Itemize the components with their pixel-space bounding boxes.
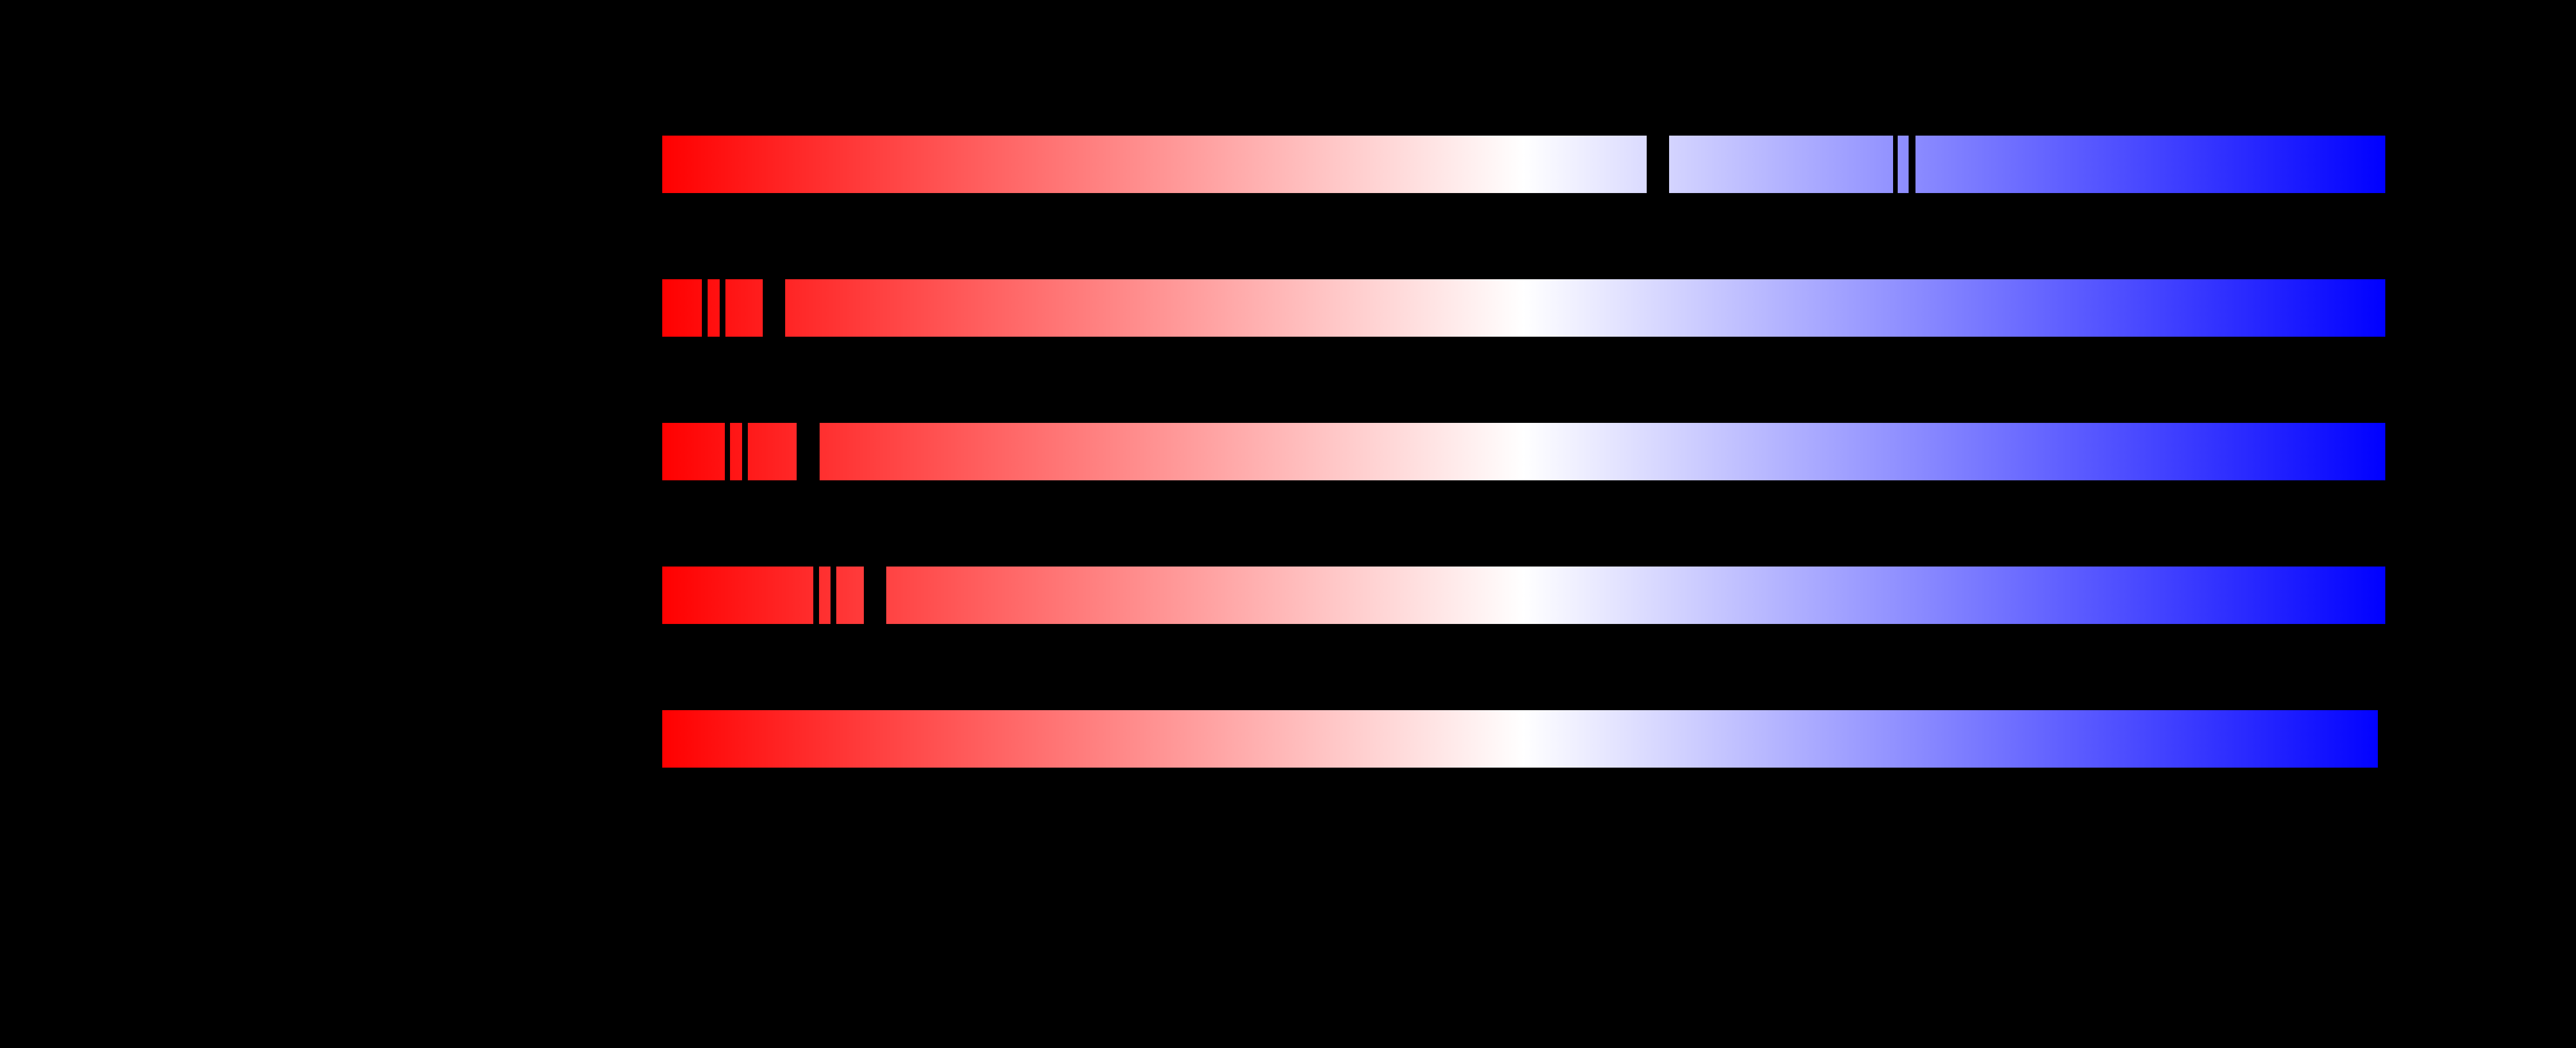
bar-gap: [720, 279, 725, 337]
gradient-bar: [662, 279, 2385, 337]
gradient-bar: [662, 422, 2385, 481]
bar-gap: [797, 422, 820, 481]
bar-gap: [1893, 135, 1898, 194]
bar-gap: [831, 566, 836, 625]
gradient-bar: [662, 710, 2378, 768]
bar-gap: [725, 422, 730, 481]
bar-gap: [763, 279, 785, 337]
bar-gap: [1909, 135, 1915, 194]
bar-gap: [1647, 135, 1669, 194]
bar-gap: [702, 279, 708, 337]
gradient-bar: [662, 566, 2385, 625]
gradient-bar: [662, 135, 2385, 194]
bar-gap: [742, 422, 748, 481]
bar-gap: [864, 566, 886, 625]
bar-gap: [813, 566, 819, 625]
